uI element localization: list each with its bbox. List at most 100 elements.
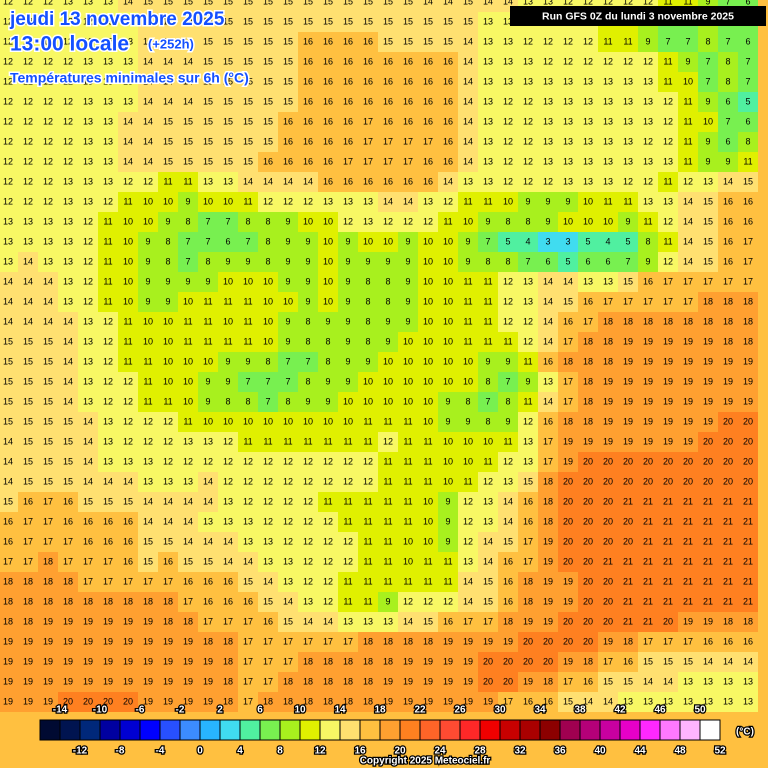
temperature-value: 11: [483, 276, 492, 286]
temperature-cell: [538, 92, 558, 112]
temperature-cell: [58, 592, 78, 612]
temperature-cell: [518, 232, 538, 252]
run-box: [510, 6, 766, 26]
temperature-value: 18: [343, 696, 353, 706]
temperature-cell: [358, 452, 378, 472]
temperature-cell: [678, 652, 698, 672]
temperature-value: 11: [463, 476, 472, 486]
temperature-value: 14: [3, 296, 13, 306]
temperature-value: 13: [103, 136, 113, 146]
temperature-cell: [358, 32, 378, 52]
temperature-value: 16: [303, 96, 313, 106]
temperature-value: 11: [663, 76, 672, 86]
temperature-value: 6: [585, 256, 590, 266]
temperature-cell: [458, 292, 478, 312]
temperature-value: 7: [525, 256, 530, 266]
temperature-cell: [258, 132, 278, 152]
temperature-cell: [18, 0, 38, 12]
temperature-cell: [138, 652, 158, 672]
temperature-value: 19: [743, 356, 753, 366]
temperature-cell: [18, 412, 38, 432]
temperature-cell: [238, 472, 258, 492]
temperature-value: 17: [363, 136, 373, 146]
temperature-value: 11: [463, 276, 472, 286]
temperature-value: 15: [243, 16, 253, 26]
temperature-value: 13: [123, 96, 133, 106]
temperature-cell: [298, 592, 318, 612]
temperature-cell: [38, 412, 58, 432]
temperature-value: 16: [283, 136, 293, 146]
temperature-value: 13: [43, 216, 53, 226]
temperature-cell: [398, 592, 418, 612]
temperature-value: 17: [123, 576, 133, 586]
temperature-value: 9: [525, 376, 530, 386]
temperature-cell: [198, 392, 218, 412]
temperature-value: 13: [523, 436, 533, 446]
temperature-value: 18: [343, 656, 353, 666]
subtitle: Températures minimales sur 6h (°C): [10, 70, 249, 86]
temperature-cell: [138, 612, 158, 632]
temperature-cell: [278, 412, 298, 432]
temperature-value: 13: [303, 596, 313, 606]
temperature-value: 13: [83, 356, 93, 366]
temperature-value: 13: [103, 96, 113, 106]
temperature-value: 7: [285, 376, 290, 386]
temperature-value: 11: [503, 436, 512, 446]
temperature-cell: [738, 532, 758, 552]
temperature-value: 19: [63, 616, 73, 626]
temperature-value: 14: [283, 176, 293, 186]
temperature-cell: [458, 312, 478, 332]
temperature-value: 17: [463, 616, 473, 626]
temperature-cell: [78, 512, 98, 532]
temperature-value: 16: [583, 296, 593, 306]
temperature-value: 11: [263, 436, 272, 446]
temperature-cell: [338, 532, 358, 552]
temperature-value: 12: [3, 136, 13, 146]
temperature-cell: [138, 592, 158, 612]
temperature-value: 20: [483, 656, 493, 666]
temperature-cell: [178, 172, 198, 192]
temperature-value: 10: [423, 536, 433, 546]
temperature-cell: [38, 132, 58, 152]
temperature-value: 13: [483, 516, 493, 526]
temperature-cell: [238, 392, 258, 412]
temperature-cell: [78, 152, 98, 172]
temperature-value: 13: [83, 116, 93, 126]
temperature-cell: [338, 132, 358, 152]
temperature-value: 20: [603, 476, 613, 486]
temperature-cell: [518, 372, 538, 392]
temperature-cell: [138, 392, 158, 412]
temperature-value: 13: [543, 116, 553, 126]
temperature-value: 10: [243, 416, 253, 426]
temperature-cell: [598, 652, 618, 672]
temperature-value: 15: [263, 0, 273, 6]
temperature-value: 15: [303, 16, 313, 26]
temperature-value: 16: [303, 156, 313, 166]
legend-label: 42: [614, 705, 626, 716]
temperature-cell: [78, 0, 98, 12]
temperature-value: 9: [565, 196, 570, 206]
temperature-value: 13: [183, 476, 193, 486]
temperature-cell: [218, 572, 238, 592]
temperature-value: 15: [283, 96, 293, 106]
temperature-value: 12: [583, 36, 593, 46]
temperature-cell: [478, 232, 498, 252]
temperature-cell: [338, 472, 358, 492]
temperature-value: 15: [383, 0, 393, 6]
temperature-value: 11: [203, 316, 212, 326]
temperature-value: 13: [523, 456, 533, 466]
temperature-value: 15: [243, 36, 253, 46]
temperature-value: 4: [605, 236, 610, 246]
legend-label: 18: [374, 705, 386, 716]
temperature-value: 21: [683, 496, 693, 506]
temperature-cell: [378, 12, 398, 32]
legend-label: 34: [534, 705, 546, 716]
temperature-value: 13: [23, 216, 33, 226]
temperature-cell: [278, 492, 298, 512]
temperature-value: 19: [23, 656, 33, 666]
temperature-cell: [238, 612, 258, 632]
temperature-value: 18: [263, 696, 273, 706]
temperature-cell: [558, 472, 578, 492]
temperature-value: 17: [223, 616, 233, 626]
temperature-value: 12: [623, 0, 633, 6]
